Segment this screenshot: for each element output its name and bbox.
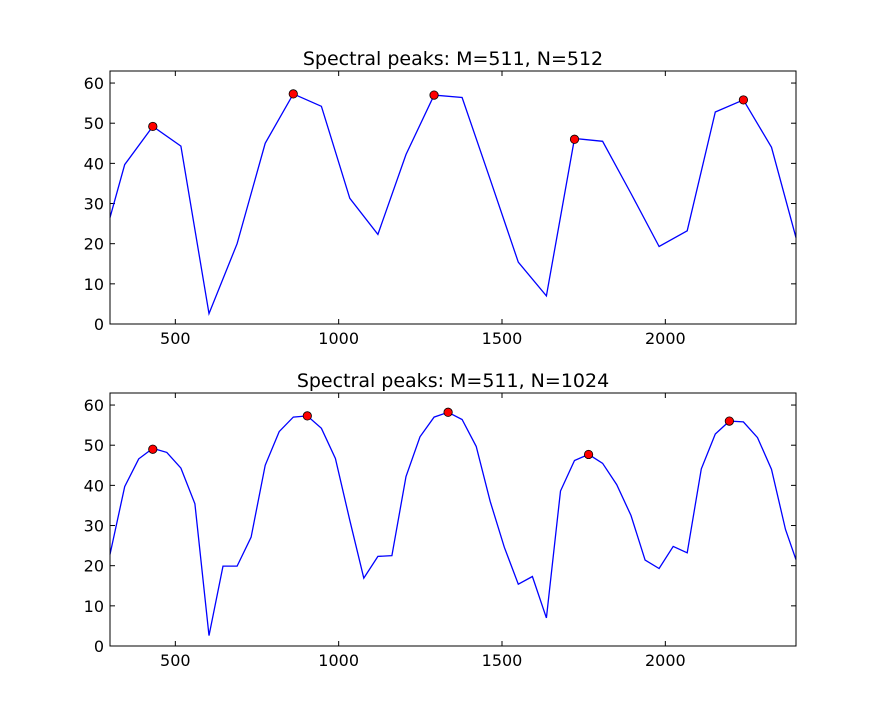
y-tick-label-n512: 0 <box>94 315 104 334</box>
axes-border-n1024 <box>109 392 797 647</box>
y-tick-label-n512: 60 <box>84 74 104 93</box>
y-tick-label-n1024: 20 <box>84 557 104 576</box>
x-tick-label-n512: 1500 <box>482 329 523 348</box>
x-tick-label-n512: 2000 <box>645 329 686 348</box>
y-tick-label-n512: 20 <box>84 235 104 254</box>
x-tick-label-n1024: 1500 <box>482 651 523 670</box>
spectrum-line-group-n1024 <box>109 411 797 636</box>
x-tick-label-n512: 500 <box>160 329 191 348</box>
y-tick-label-n512: 10 <box>84 275 104 294</box>
axes-frame-n1024 <box>109 392 797 647</box>
x-tick-label-n1024: 1000 <box>318 651 359 670</box>
y-tick-label-n1024: 0 <box>94 637 104 656</box>
plot-title-n1024: Spectral peaks: M=511, N=1024 <box>297 370 609 392</box>
peak-marker-n1024 <box>302 411 312 421</box>
peak-marker-n512 <box>429 90 439 100</box>
peak-marker-n1024 <box>443 407 453 417</box>
peak-marker-n512 <box>569 134 580 144</box>
y-tick-label-n512: 40 <box>84 154 104 173</box>
spectral-peaks-plot-n512: Spectral peaks: M=511, N=512 500 1000 1500… <box>84 48 797 348</box>
axis-ticks-n1024: 500 1000 1500 2000 0 10 20 30 40 50 60 <box>84 393 796 670</box>
peak-marker-n1024 <box>724 416 734 426</box>
x-tick-label-n512: 1000 <box>318 329 359 348</box>
spectrum-line-n1024 <box>109 411 797 636</box>
peak-marker-n1024 <box>583 449 594 460</box>
peak-markers-n1024 <box>148 407 734 460</box>
peak-marker-n512 <box>738 95 749 105</box>
spectral-peaks-plot-n1024: Spectral peaks: M=511, N=1024 500 1000 150… <box>84 370 797 670</box>
y-tick-label-n1024: 40 <box>84 476 104 495</box>
peak-markers-n512 <box>148 89 749 144</box>
x-tick-label-n1024: 500 <box>160 651 191 670</box>
peak-marker-n512 <box>288 89 298 99</box>
x-tick-label-n1024: 2000 <box>645 651 686 670</box>
y-tick-label-n1024: 10 <box>84 597 104 616</box>
axis-ticks-n512: 500 1000 1500 2000 0 10 20 30 40 50 60 <box>84 71 796 348</box>
y-tick-label-n1024: 30 <box>84 517 104 536</box>
axes-frame-n512 <box>109 70 797 325</box>
y-tick-label-n1024: 50 <box>84 436 104 455</box>
y-tick-label-n512: 30 <box>84 195 104 214</box>
axes-border-n512 <box>109 70 797 325</box>
y-tick-label-n512: 50 <box>84 114 104 133</box>
spectrum-line-n512 <box>109 93 797 316</box>
spectrum-line-group-n512 <box>109 93 797 316</box>
y-tick-label-n1024: 60 <box>84 396 104 415</box>
plot-title-n512: Spectral peaks: M=511, N=512 <box>303 48 603 70</box>
peak-marker-n1024 <box>148 444 158 454</box>
peak-marker-n512 <box>148 121 158 132</box>
